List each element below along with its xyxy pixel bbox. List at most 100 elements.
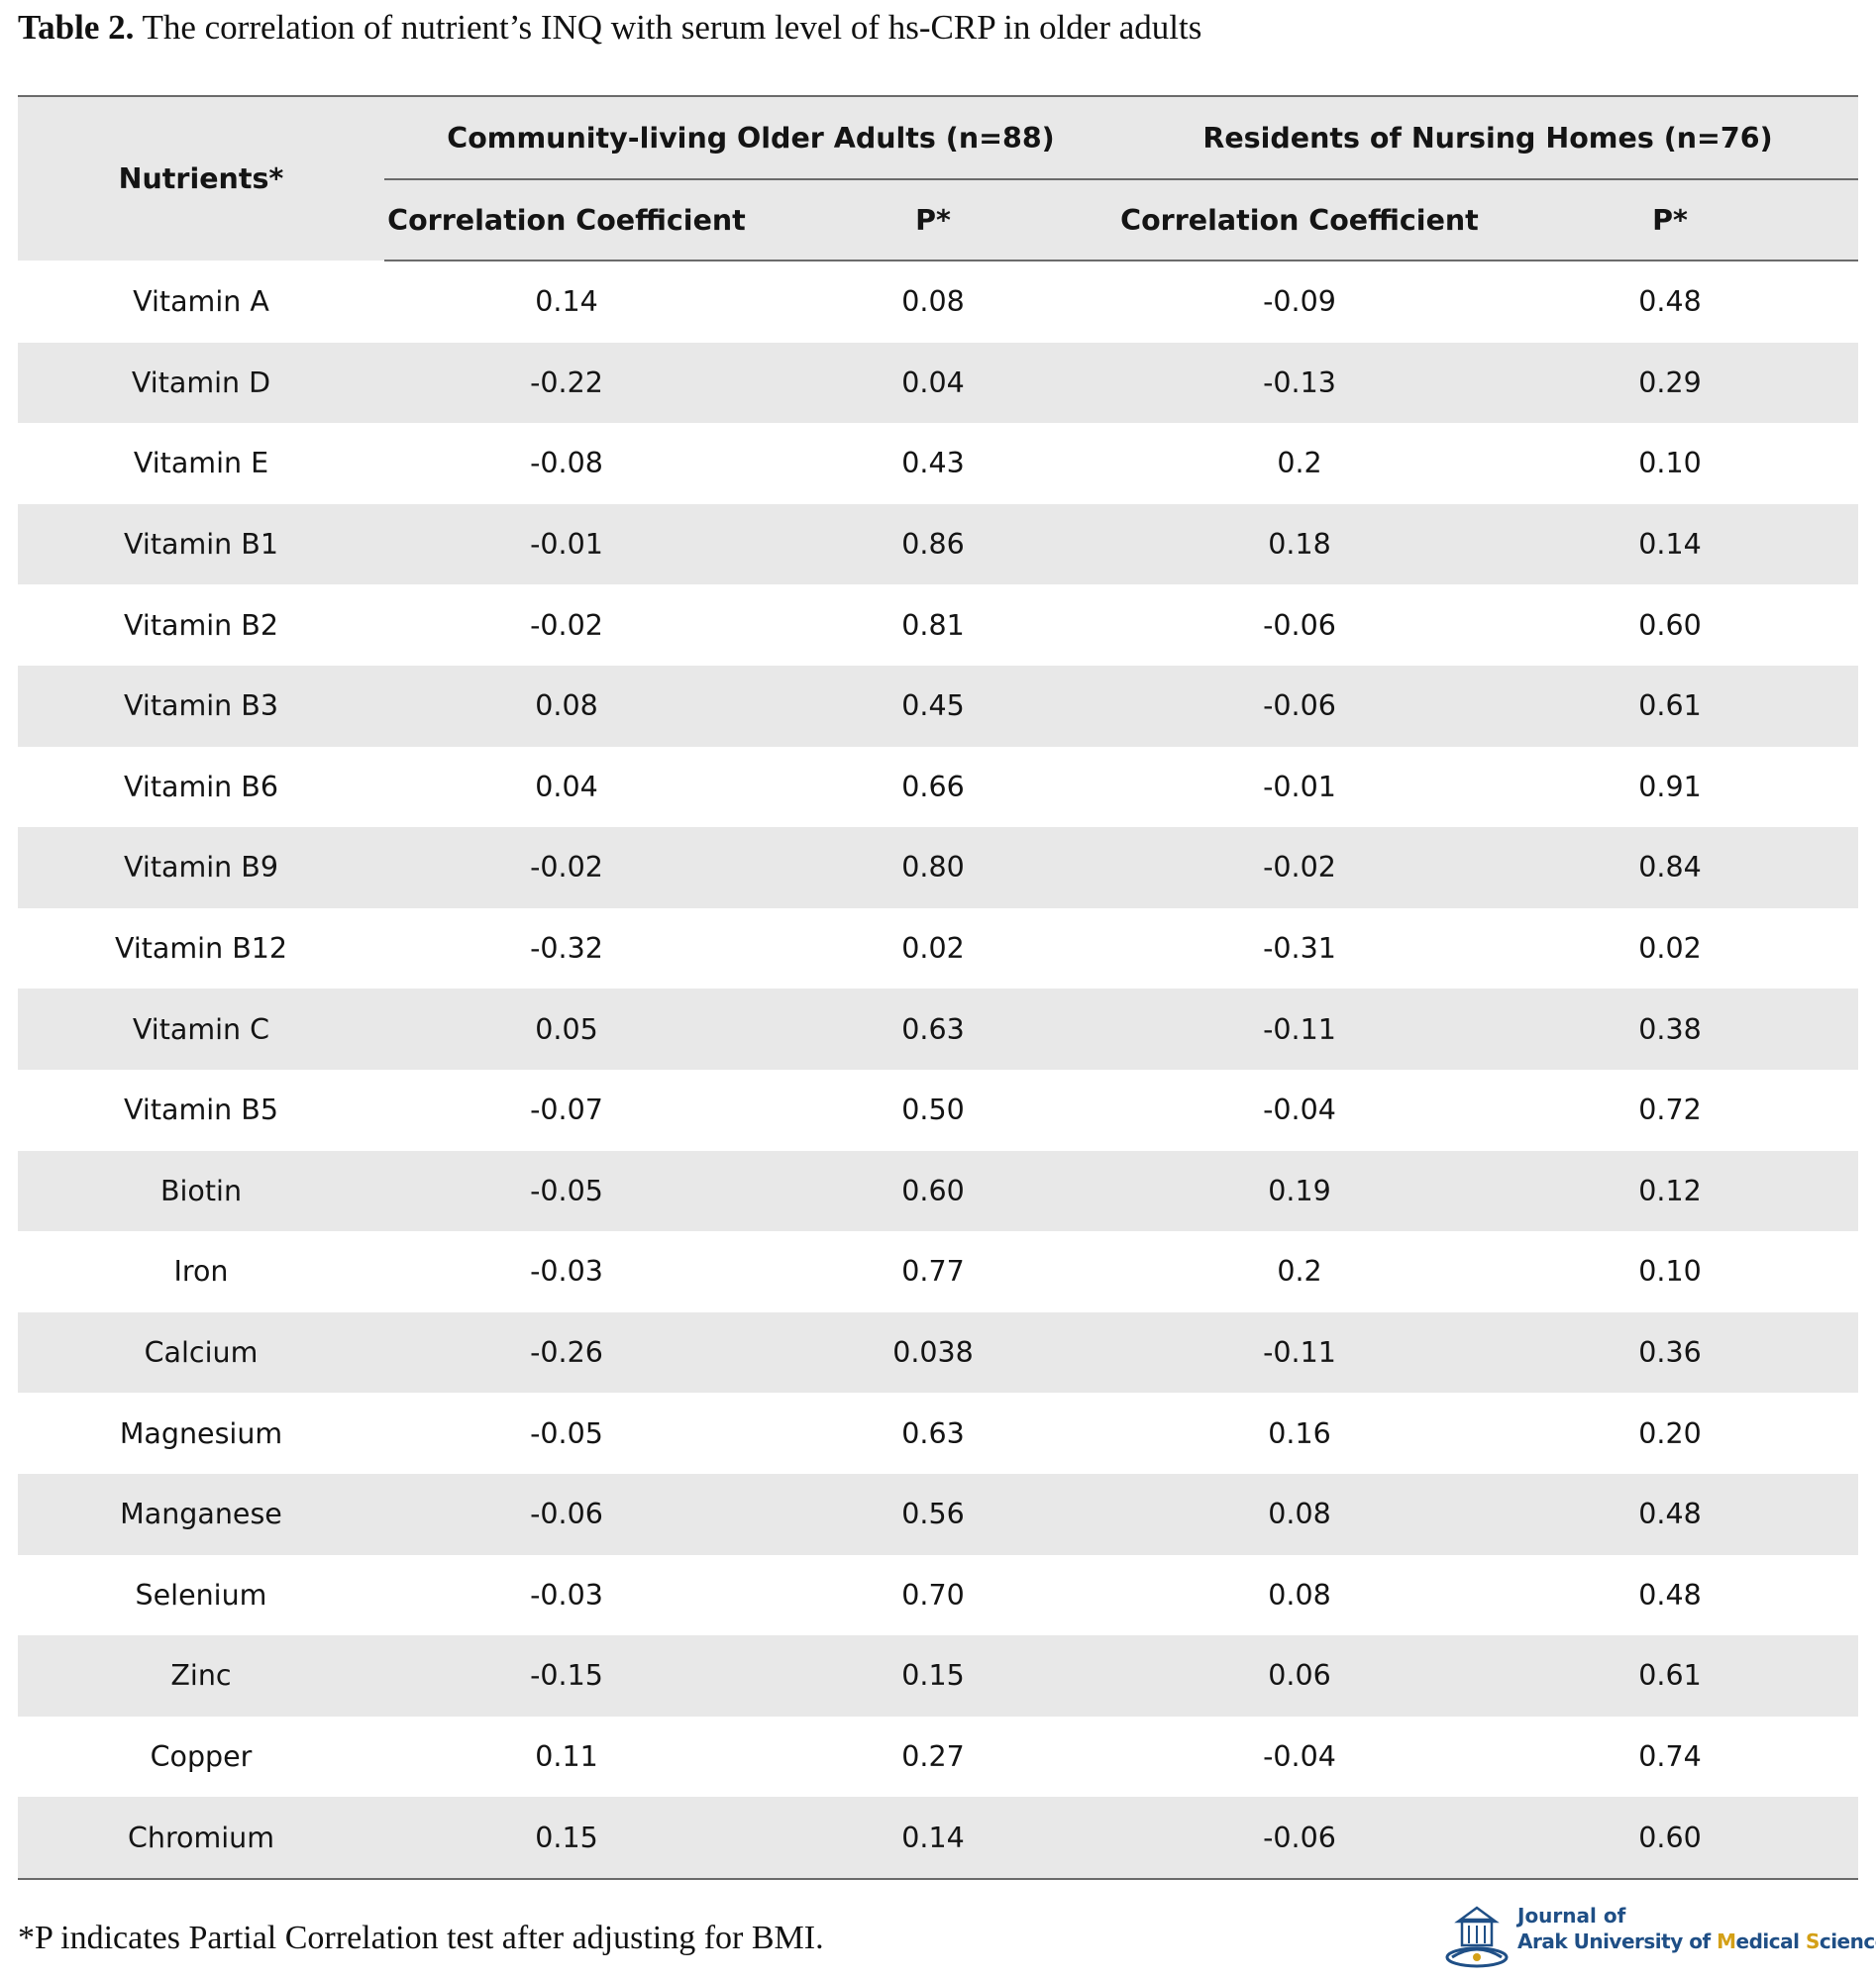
cell-coef-nursing: -0.09 xyxy=(1263,285,1336,319)
cell-coef-community: -0.01 xyxy=(384,503,749,585)
cell-p-community: 0.038 xyxy=(749,1311,1117,1394)
cell-nutrient: Vitamin C xyxy=(18,989,384,1070)
correlation-table: Nutrients* Community-living Older Adults… xyxy=(18,95,1858,1880)
cell-coef-community: -0.05 xyxy=(384,1150,749,1232)
cell-coef-nursing: -0.31 xyxy=(1263,932,1336,966)
caption-text: The correlation of nutrient’s INQ with s… xyxy=(134,8,1202,47)
cell-p-nursing: 0.48 xyxy=(1638,285,1702,319)
table-row: Vitamin B9 -0.02 0.80 -0.02 0.84 xyxy=(18,827,1858,908)
cell-p-community: 0.43 xyxy=(901,447,965,480)
table-row: Vitamin B6 0.04 0.66 -0.01 0.91 xyxy=(18,747,1858,828)
cell-nutrient: Vitamin E xyxy=(133,447,269,480)
table-row: Magnesium -0.05 0.63 0.16 0.20 xyxy=(18,1393,1858,1474)
header-coef-nursing: Correlation Coefficient xyxy=(1117,179,1482,261)
cell-p-community: 0.14 xyxy=(749,1797,1117,1879)
cell-p-community: 0.27 xyxy=(901,1739,965,1773)
cell-coef-nursing: 0.2 xyxy=(1277,1255,1322,1289)
cell-coef-community: -0.26 xyxy=(384,1311,749,1394)
table-row: Chromium 0.15 0.14 -0.06 0.60 xyxy=(18,1797,1858,1879)
cell-p-nursing: 0.61 xyxy=(1482,1635,1858,1717)
cell-coef-community: -0.03 xyxy=(530,1578,603,1612)
cell-nutrient: Copper xyxy=(150,1739,253,1773)
cell-coef-nursing: 0.2 xyxy=(1277,447,1322,480)
table-caption: Table 2. The correlation of nutrient’s I… xyxy=(18,2,1201,53)
table-body: Vitamin A 0.14 0.08 -0.09 0.48 Vitamin D -0.22… xyxy=(18,261,1858,1879)
cell-nutrient: Chromium xyxy=(18,1797,384,1879)
cell-coef-nursing: 0.08 xyxy=(1117,1473,1482,1555)
cell-coef-community: -0.06 xyxy=(384,1473,749,1555)
cell-coef-community: 0.05 xyxy=(384,989,749,1070)
cell-p-community: 0.80 xyxy=(749,827,1117,908)
table-row: Vitamin B12 -0.32 0.02 -0.31 0.02 xyxy=(18,908,1858,990)
header-group-community: Community-living Older Adults (n=88) xyxy=(384,96,1117,180)
caption-label: Table 2. xyxy=(18,8,135,47)
cell-p-community: 0.50 xyxy=(901,1094,965,1127)
cell-coef-community: -0.02 xyxy=(384,827,749,908)
footnote: *P indicates Partial Correlation test af… xyxy=(18,1920,824,1956)
journal-name-accent-s: S xyxy=(1805,1929,1820,1953)
cell-nutrient: Vitamin B9 xyxy=(18,827,384,908)
cell-p-nursing: 0.02 xyxy=(1638,932,1702,966)
table-row: Vitamin B3 0.08 0.45 -0.06 0.61 xyxy=(18,665,1858,747)
cell-p-community: 0.86 xyxy=(749,503,1117,585)
journal-name-line1: Journal of xyxy=(1517,1904,1626,1928)
cell-coef-community: 0.11 xyxy=(535,1739,598,1773)
cell-coef-community: -0.15 xyxy=(384,1635,749,1717)
cell-nutrient: Vitamin B5 xyxy=(124,1094,278,1127)
cell-coef-nursing: 0.19 xyxy=(1117,1150,1482,1232)
cell-p-community: 0.70 xyxy=(901,1578,965,1612)
cell-nutrient: Biotin xyxy=(18,1150,384,1232)
cell-coef-nursing: -0.04 xyxy=(1263,1094,1336,1127)
table-row: Calcium -0.26 0.038 -0.11 0.36 xyxy=(18,1311,1858,1394)
cell-p-community: 0.81 xyxy=(901,608,965,642)
table-row: Zinc -0.15 0.15 0.06 0.61 xyxy=(18,1635,1858,1717)
cell-coef-community: -0.07 xyxy=(530,1094,603,1127)
cell-p-nursing: 0.10 xyxy=(1638,447,1702,480)
cell-coef-nursing: 0.16 xyxy=(1268,1416,1331,1450)
cell-nutrient: Selenium xyxy=(135,1578,267,1612)
cell-coef-nursing: -0.06 xyxy=(1117,1797,1482,1879)
table-row: Copper 0.11 0.27 -0.04 0.74 xyxy=(18,1717,1858,1798)
cell-coef-nursing: -0.04 xyxy=(1263,1739,1336,1773)
cell-p-community: 0.02 xyxy=(901,932,965,966)
cell-coef-nursing: -0.06 xyxy=(1117,665,1482,747)
journal-name-accent-m: M xyxy=(1717,1929,1736,1953)
cell-coef-nursing: 0.08 xyxy=(1268,1578,1331,1612)
cell-p-nursing: 0.72 xyxy=(1638,1094,1702,1127)
cell-nutrient: Vitamin B2 xyxy=(124,608,278,642)
header-coef-community: Correlation Coefficient xyxy=(384,179,749,261)
cell-p-community: 0.60 xyxy=(749,1150,1117,1232)
cell-p-nursing: 0.10 xyxy=(1638,1255,1702,1289)
cell-nutrient: Vitamin B6 xyxy=(124,770,278,803)
cell-p-community: 0.56 xyxy=(749,1473,1117,1555)
cell-p-nursing: 0.74 xyxy=(1638,1739,1702,1773)
cell-p-community: 0.45 xyxy=(749,665,1117,747)
table-row: Manganese -0.06 0.56 0.08 0.48 xyxy=(18,1473,1858,1555)
cell-nutrient: Zinc xyxy=(18,1635,384,1717)
cell-p-community: 0.15 xyxy=(749,1635,1117,1717)
journal-name-line2: Arak University of Medical Sciences xyxy=(1517,1929,1876,1953)
table-row: Vitamin A 0.14 0.08 -0.09 0.48 xyxy=(18,261,1858,343)
cell-p-nursing: 0.38 xyxy=(1482,989,1858,1070)
cell-coef-community: -0.22 xyxy=(384,342,749,424)
cell-coef-nursing: -0.11 xyxy=(1117,989,1482,1070)
journal-emblem-icon xyxy=(1445,1906,1509,1968)
journal-name-part: Arak University of xyxy=(1517,1929,1718,1953)
cell-nutrient: Vitamin A xyxy=(133,284,269,318)
cell-coef-community: -0.03 xyxy=(530,1255,603,1289)
cell-nutrient: Vitamin D xyxy=(18,342,384,424)
cell-coef-nursing: -0.01 xyxy=(1263,770,1336,803)
cell-coef-nursing: -0.13 xyxy=(1117,342,1482,424)
cell-coef-nursing: 0.18 xyxy=(1117,503,1482,585)
header-group-nursing-homes: Residents of Nursing Homes (n=76) xyxy=(1117,96,1858,180)
table-row: Vitamin B5 -0.07 0.50 -0.04 0.72 xyxy=(18,1070,1858,1151)
cell-nutrient: Manganese xyxy=(18,1473,384,1555)
cell-nutrient: Vitamin B12 xyxy=(114,932,288,966)
cell-coef-community: 0.08 xyxy=(384,665,749,747)
table-row: Vitamin C 0.05 0.63 -0.11 0.38 xyxy=(18,989,1858,1070)
cell-p-nursing: 0.12 xyxy=(1482,1150,1858,1232)
cell-coef-community: -0.05 xyxy=(530,1416,603,1450)
cell-p-community: 0.77 xyxy=(901,1255,965,1289)
journal-name-part: ciences xyxy=(1819,1929,1876,1953)
cell-p-nursing: 0.91 xyxy=(1638,770,1702,803)
